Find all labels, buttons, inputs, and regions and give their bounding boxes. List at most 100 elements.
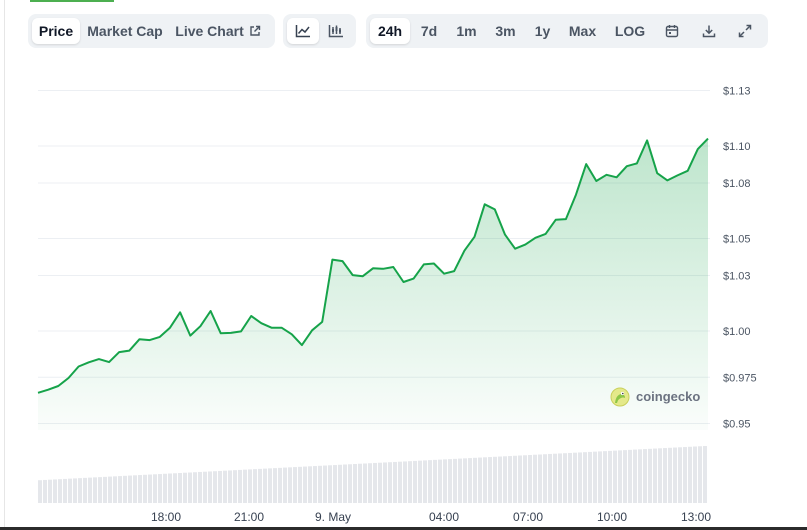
volume-bar: [153, 474, 157, 503]
range-3m[interactable]: 3m: [485, 18, 526, 44]
volume-bar: [178, 473, 182, 503]
range-max[interactable]: Max: [559, 18, 606, 44]
volume-bar: [288, 467, 292, 503]
volume-bar: [258, 468, 262, 503]
view-tab-group: Price Market Cap Live Chart: [28, 14, 275, 48]
fullscreen-button[interactable]: [727, 18, 763, 44]
volume-bar: [653, 448, 657, 503]
y-tick-label: $1.05: [723, 233, 751, 245]
coingecko-logo-icon: [610, 387, 630, 407]
chart-type-group: [283, 14, 356, 48]
volume-bar: [453, 458, 457, 503]
volume-bar: [333, 465, 337, 503]
volume-bar: [323, 465, 327, 503]
x-tick-label: 13:00: [681, 510, 711, 524]
volume-bar: [673, 447, 677, 503]
y-tick-label: $1.13: [723, 85, 751, 97]
external-link-icon: [249, 25, 261, 37]
volume-bar: [473, 457, 477, 503]
volume-bar: [188, 472, 192, 503]
volume-bar: [128, 475, 132, 503]
x-tick-label: 21:00: [234, 510, 264, 524]
left-border: [4, 0, 5, 530]
volume-bar: [138, 475, 142, 503]
volume-bar: [623, 450, 627, 503]
volume-bar: [328, 465, 332, 503]
tab-live-chart-label: Live Chart: [175, 23, 244, 39]
volume-bar: [78, 478, 82, 503]
volume-bar: [558, 453, 562, 503]
tab-price[interactable]: Price: [32, 18, 80, 44]
volume-bar: [668, 447, 672, 503]
volume-bar: [408, 461, 412, 503]
download-button[interactable]: [690, 18, 727, 44]
volume-bar: [93, 477, 97, 503]
volume-bar: [458, 458, 462, 503]
volume-bar: [658, 448, 662, 503]
volume-bar: [633, 449, 637, 503]
volume-bar: [283, 467, 287, 503]
volume-bar: [588, 451, 592, 503]
y-tick-label: $0.95: [723, 419, 751, 431]
range-1m-label: 1m: [456, 23, 477, 39]
y-tick-label: $0.975: [723, 372, 757, 384]
calendar-button[interactable]: [654, 18, 690, 44]
volume-bar: [463, 458, 467, 503]
range-24h[interactable]: 24h: [370, 18, 410, 44]
volume-bar: [393, 461, 397, 503]
volume-bar: [108, 476, 112, 503]
volume-bar: [388, 462, 392, 503]
volume-bar: [513, 455, 517, 503]
volume-bar: [403, 461, 407, 503]
volume-bar: [543, 454, 547, 503]
volume-bar: [508, 456, 512, 503]
x-tick-label: 18:00: [151, 510, 181, 524]
volume-bar: [318, 465, 322, 503]
tab-market-cap[interactable]: Market Cap: [80, 18, 170, 44]
volume-bar: [548, 453, 552, 503]
volume-bar: [313, 466, 317, 503]
volume-bar: [443, 459, 447, 503]
volume-bar: [353, 464, 357, 503]
volume-bar: [358, 463, 362, 503]
line-chart-button[interactable]: [287, 18, 319, 44]
volume-bar: [88, 477, 92, 503]
volume-bar: [173, 473, 177, 503]
volume-bar: [643, 449, 647, 503]
volume-bar: [703, 446, 707, 503]
tab-live-chart[interactable]: Live Chart: [170, 18, 266, 44]
candlestick-button[interactable]: [319, 18, 352, 44]
candlestick-icon: [328, 24, 344, 38]
range-7d[interactable]: 7d: [410, 18, 448, 44]
volume-bar: [483, 457, 487, 503]
volume-bar: [228, 470, 232, 503]
expand-icon: [738, 24, 752, 38]
range-tab-group: 24h 7d 1m 3m 1y Max LOG: [366, 14, 768, 48]
volume-bar: [688, 446, 692, 503]
y-axis-labels: $1.13 $1.10 $1.08 $1.05 $1.03 $1.00 $0.975 $0.9…: [723, 85, 757, 430]
volume-bar: [248, 469, 252, 503]
log-scale-toggle[interactable]: LOG: [606, 18, 654, 44]
x-tick-label: 10:00: [597, 510, 627, 524]
volume-bar: [303, 466, 307, 503]
volume-bar: [638, 449, 642, 503]
volume-bar: [583, 452, 587, 503]
range-1m[interactable]: 1m: [448, 18, 485, 44]
volume-bar: [73, 478, 77, 503]
download-icon: [702, 24, 716, 38]
range-24h-label: 24h: [377, 23, 403, 39]
volume-bar: [203, 471, 207, 503]
volume-bar: [193, 472, 197, 503]
volume-bar: [523, 455, 527, 503]
volume-bar: [83, 477, 87, 503]
bottom-border: [0, 527, 807, 530]
volume-bar: [478, 457, 482, 503]
range-1y[interactable]: 1y: [526, 18, 559, 44]
volume-bar: [538, 454, 542, 503]
volume-bar: [38, 480, 42, 503]
volume-bar: [368, 463, 372, 503]
volume-bar: [58, 479, 62, 503]
volume-bar: [488, 457, 492, 503]
volume-bar: [498, 456, 502, 503]
